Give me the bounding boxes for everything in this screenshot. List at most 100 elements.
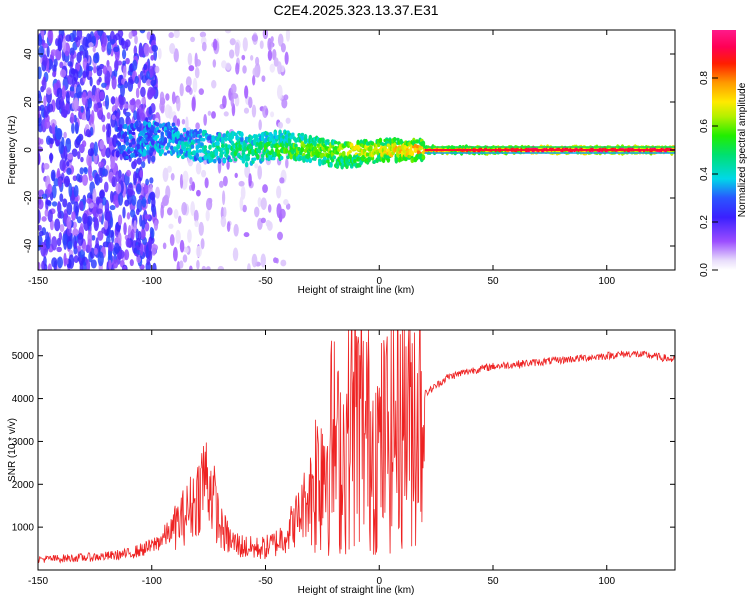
heatmap-cell [136, 157, 142, 165]
heatmap-cell [105, 147, 111, 159]
snr-panel: -150 -100 -50 0 50 100 1000 2000 3000 4000 5000 He… [7, 329, 676, 596]
heatmap-cell [98, 161, 104, 168]
heatmap-cell [129, 99, 136, 106]
spectrogram-y-axis-label: Frequency (Hz) [7, 116, 18, 185]
heatmap-cell [176, 96, 181, 112]
heatmap-cell [297, 146, 301, 152]
heatmap-cell [76, 216, 82, 224]
heatmap-cell [86, 153, 93, 167]
heatmap-cell [141, 161, 146, 169]
heatmap-cell [66, 167, 72, 175]
heatmap-cell [117, 214, 123, 226]
heatmap-cell [65, 34, 72, 42]
heatmap-cell [226, 160, 230, 170]
heatmap-cell [125, 155, 129, 160]
heatmap-cell [109, 216, 114, 228]
heatmap-cell [82, 240, 87, 252]
heatmap-cell [151, 44, 159, 52]
heatmap-cell [276, 149, 281, 154]
heatmap-cell [155, 134, 160, 139]
heatmap-cell [133, 247, 138, 254]
heatmap-cell [187, 52, 193, 66]
heatmap-cell [38, 110, 41, 119]
heatmap-cell [95, 87, 102, 103]
heatmap-cell [42, 43, 49, 49]
heatmap-cell [240, 185, 246, 200]
spectrogram-heatmap [38, 30, 675, 270]
heatmap-cell [48, 30, 54, 44]
heatmap-cell [77, 232, 84, 247]
heatmap-cell [123, 222, 127, 236]
heatmap-cell [244, 161, 249, 168]
heatmap-cell [109, 39, 116, 45]
heatmap-cell [100, 114, 106, 123]
heatmap-cell [188, 65, 195, 72]
heatmap-cell [38, 195, 42, 205]
heatmap-cell [65, 91, 70, 106]
heatmap-cell [243, 232, 250, 238]
heatmap-cell [169, 42, 176, 55]
heatmap-cell [57, 200, 61, 213]
heatmap-cell [139, 30, 146, 34]
heatmap-cell [163, 194, 170, 206]
heatmap-cell [42, 76, 47, 91]
heatmap-cell [97, 230, 104, 241]
heatmap-cell [114, 33, 121, 41]
heatmap-cell [131, 195, 137, 206]
heatmap-cell [44, 119, 51, 129]
heatmap-cell [93, 65, 97, 74]
heatmap-cell [96, 208, 103, 214]
heatmap-cell [38, 146, 44, 153]
heatmap-cell [127, 225, 132, 239]
heatmap-cell [195, 162, 202, 175]
heatmap-cell [159, 100, 165, 112]
heatmap-cell [108, 259, 112, 270]
heatmap-cell [265, 107, 269, 116]
heatmap-cell [252, 157, 257, 161]
heatmap-cell [223, 206, 227, 218]
heatmap-cell [139, 169, 144, 178]
heatmap-cell [195, 152, 200, 159]
heatmap-cell [198, 149, 203, 153]
heatmap-cell [149, 87, 156, 97]
heatmap-cell [275, 257, 279, 264]
heatmap-cell [259, 141, 263, 146]
heatmap-cell [168, 105, 173, 120]
heatmap-cell [152, 262, 157, 270]
heatmap-cell [68, 182, 73, 198]
heatmap-cell [43, 95, 47, 107]
heatmap-cell [190, 144, 195, 149]
heatmap-cell [82, 70, 87, 79]
heatmap-cell [141, 137, 145, 144]
heatmap-cell [65, 102, 70, 111]
snr-axes: -150 -100 -50 0 50 100 1000 2000 3000 4000 5000 [12, 330, 675, 587]
snr-y-tick-label: 2000 [12, 480, 35, 491]
heatmap-cell [56, 246, 62, 253]
heatmap-cell [177, 215, 182, 225]
heatmap-cell [140, 86, 146, 98]
snr-y-tick-label: 1000 [12, 523, 35, 534]
heatmap-cell [394, 157, 399, 161]
heatmap-cell [193, 209, 199, 223]
heatmap-cell [198, 88, 204, 96]
heatmap-cell [147, 121, 152, 128]
heatmap-cell [244, 164, 251, 178]
heatmap-cell [270, 36, 274, 43]
heatmap-cell [38, 34, 43, 47]
heatmap-cell [61, 85, 66, 100]
heatmap-cell [195, 149, 200, 154]
heatmap-cell [66, 153, 74, 160]
spectrogram-x-tick-label: -100 [142, 276, 162, 287]
heatmap-cell [257, 197, 262, 208]
heatmap-cell [59, 193, 64, 203]
heatmap-cell [102, 168, 108, 177]
heatmap-cell [333, 140, 338, 145]
heatmap-cell [248, 173, 252, 187]
heatmap-cell [392, 136, 397, 142]
heatmap-cell [134, 120, 139, 127]
heatmap-cell [43, 105, 49, 118]
heatmap-cell [150, 79, 157, 87]
heatmap-cell [146, 144, 150, 151]
heatmap-cell [70, 112, 75, 125]
